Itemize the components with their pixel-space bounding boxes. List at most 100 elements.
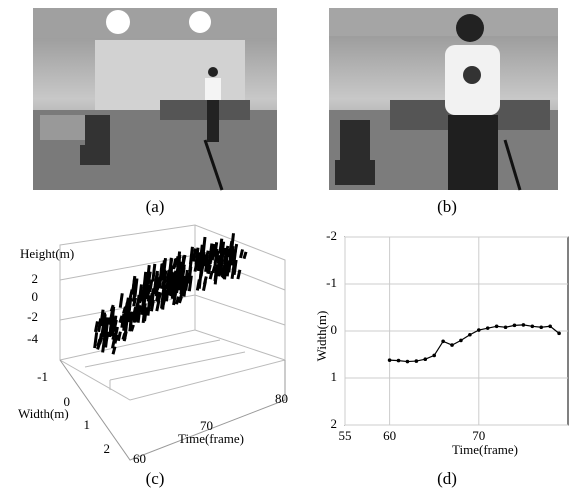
z-tick-label: 2 bbox=[32, 271, 39, 286]
panel-label: (c) bbox=[146, 469, 165, 488]
point bbox=[539, 325, 543, 329]
point bbox=[406, 360, 410, 364]
z-axis-label: Height(m) bbox=[20, 246, 74, 261]
point bbox=[548, 325, 552, 329]
z-tick-label: 0 bbox=[32, 289, 39, 304]
panel-label: (a) bbox=[146, 197, 165, 216]
figure: (a) (b) (c) (d) Height(m) 2 0 -2 -4 -1 0… bbox=[0, 0, 582, 492]
point bbox=[486, 326, 490, 330]
chart: -2-1012556070Time(frame)Width(m) bbox=[314, 228, 568, 457]
z-tick-label: -4 bbox=[27, 331, 38, 346]
point bbox=[388, 358, 392, 362]
point-stroke bbox=[244, 252, 246, 259]
point bbox=[459, 339, 463, 343]
point-stroke bbox=[189, 267, 191, 284]
point-stroke bbox=[203, 237, 205, 256]
y-tick-label: -1 bbox=[326, 275, 337, 290]
point-stroke bbox=[179, 297, 181, 303]
y-tick-label: -1 bbox=[37, 369, 48, 384]
point-stroke bbox=[138, 306, 140, 323]
line bbox=[390, 325, 559, 362]
point-stroke bbox=[103, 312, 105, 325]
point-stroke bbox=[155, 273, 157, 290]
y-tick-label: 1 bbox=[331, 369, 338, 384]
point-stroke bbox=[183, 255, 185, 266]
point-stroke bbox=[224, 259, 226, 273]
point-stroke bbox=[163, 284, 165, 300]
point-stroke bbox=[133, 279, 135, 295]
point-stroke bbox=[173, 291, 175, 298]
point-stroke bbox=[176, 297, 178, 305]
point-stroke bbox=[208, 260, 210, 273]
x-tick-label: 55 bbox=[339, 428, 352, 443]
x-tick-label: 80 bbox=[275, 391, 288, 406]
point-stroke bbox=[118, 332, 120, 341]
point-stroke bbox=[241, 249, 243, 257]
point-stroke bbox=[120, 293, 122, 307]
y-tick-label: -2 bbox=[326, 228, 337, 243]
point-stroke bbox=[148, 302, 150, 310]
point-stroke bbox=[106, 334, 108, 342]
point bbox=[557, 332, 561, 336]
y-tick-label: 1 bbox=[84, 417, 91, 432]
point-stroke bbox=[234, 249, 236, 265]
point-stroke bbox=[122, 314, 124, 328]
point-stroke bbox=[226, 246, 228, 254]
point-stroke bbox=[158, 292, 160, 301]
y-axis-label: Width(m) bbox=[314, 311, 329, 362]
point-stroke bbox=[113, 347, 115, 355]
point-stroke bbox=[98, 343, 100, 349]
point-stroke bbox=[181, 282, 183, 295]
point-stroke bbox=[99, 333, 101, 344]
plot-3d bbox=[60, 225, 285, 460]
point-stroke bbox=[144, 282, 146, 299]
point-stroke bbox=[238, 270, 240, 279]
photo-a bbox=[33, 8, 277, 190]
point-stroke bbox=[95, 332, 97, 348]
point-stroke bbox=[140, 297, 142, 303]
panel-label: (d) bbox=[437, 469, 457, 488]
y-tick-label: 0 bbox=[331, 322, 338, 337]
point-stroke bbox=[123, 307, 125, 314]
x-tick-label: 60 bbox=[383, 428, 396, 443]
point-stroke bbox=[152, 288, 154, 305]
point bbox=[522, 323, 526, 327]
x-tick-label: 70 bbox=[472, 428, 485, 443]
point-stroke bbox=[210, 271, 212, 279]
point-stroke bbox=[177, 267, 179, 278]
point-stroke bbox=[220, 247, 222, 266]
z-tick-label: -2 bbox=[27, 309, 38, 324]
y-axis-label: Width(m) bbox=[18, 406, 69, 421]
point-stroke bbox=[101, 319, 103, 326]
point-stroke bbox=[203, 281, 205, 290]
point bbox=[441, 340, 445, 344]
point bbox=[513, 324, 517, 328]
point-stroke bbox=[126, 298, 128, 309]
point-stroke bbox=[163, 258, 165, 276]
point-stroke bbox=[103, 338, 105, 353]
point bbox=[397, 359, 401, 363]
point-stroke bbox=[115, 327, 117, 337]
point-stroke bbox=[95, 321, 97, 332]
point-stroke bbox=[201, 263, 203, 276]
point bbox=[504, 325, 508, 329]
point-stroke bbox=[190, 247, 192, 264]
point bbox=[495, 325, 499, 329]
point bbox=[415, 359, 419, 363]
point-stroke bbox=[175, 258, 177, 267]
x-axis-label: Time(frame) bbox=[178, 431, 244, 446]
point-stroke bbox=[157, 301, 159, 311]
point bbox=[477, 328, 481, 332]
point-stroke bbox=[215, 242, 217, 257]
point bbox=[531, 325, 535, 329]
photo-b bbox=[329, 8, 558, 190]
point-stroke bbox=[144, 307, 146, 321]
point bbox=[423, 357, 427, 361]
panel-label: (b) bbox=[437, 197, 457, 216]
point-stroke bbox=[153, 264, 155, 282]
point-stroke bbox=[193, 249, 195, 262]
point-stroke bbox=[134, 309, 136, 322]
point bbox=[450, 343, 454, 347]
point-stroke bbox=[186, 279, 188, 286]
x-axis-label: Time(frame) bbox=[452, 442, 518, 457]
